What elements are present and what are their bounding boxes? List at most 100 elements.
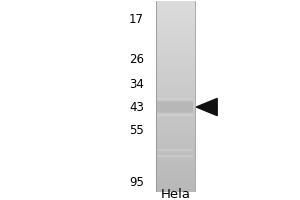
Bar (156, 132, 195, 133)
Bar (156, 52, 195, 53)
Bar (158, 150, 193, 157)
Bar (156, 157, 195, 158)
Bar (156, 86, 195, 87)
Bar (156, 151, 195, 152)
Bar (156, 147, 195, 148)
Bar (156, 3, 195, 4)
Bar (156, 19, 195, 20)
Bar (156, 119, 195, 120)
Bar (156, 60, 195, 61)
Bar (156, 133, 195, 134)
Bar (156, 98, 195, 99)
Bar (156, 73, 195, 74)
Bar (156, 25, 195, 26)
Bar (156, 176, 195, 177)
Bar (158, 152, 193, 155)
Bar (156, 150, 195, 151)
Bar (156, 159, 195, 160)
Bar (156, 105, 195, 106)
Bar (156, 28, 195, 29)
Bar (156, 5, 195, 6)
Bar (156, 125, 195, 126)
Bar (156, 153, 195, 154)
Bar (156, 182, 195, 183)
Bar (156, 80, 195, 81)
Bar (156, 104, 195, 105)
Bar (156, 95, 195, 96)
Bar (156, 116, 195, 117)
Bar (156, 79, 195, 80)
Bar (156, 175, 195, 176)
Bar (158, 102, 193, 112)
Bar (156, 53, 195, 54)
Bar (156, 70, 195, 71)
Bar (156, 178, 195, 179)
Bar (156, 143, 195, 144)
Bar (156, 1, 195, 2)
Bar (156, 174, 195, 175)
Bar (156, 103, 195, 104)
Bar (156, 66, 195, 67)
Bar (156, 118, 195, 119)
Bar (156, 124, 195, 125)
Bar (158, 98, 193, 116)
Bar (156, 139, 195, 140)
Bar (156, 78, 195, 79)
Bar (156, 4, 195, 5)
Text: 17: 17 (129, 13, 144, 26)
Bar (156, 75, 195, 76)
Bar (156, 144, 195, 145)
Bar (156, 44, 195, 45)
Bar (156, 26, 195, 27)
Bar (156, 58, 195, 59)
Bar (158, 101, 193, 113)
Bar (158, 149, 193, 157)
Bar (158, 100, 193, 114)
Bar (156, 110, 195, 111)
Bar (156, 59, 195, 60)
Bar (158, 104, 193, 110)
Bar (156, 35, 195, 36)
Bar (156, 87, 195, 88)
Bar (156, 101, 195, 102)
Bar (156, 69, 195, 70)
Text: 34: 34 (129, 78, 144, 91)
Text: 55: 55 (129, 124, 144, 137)
Bar (156, 84, 195, 85)
Bar (156, 111, 195, 112)
Bar (156, 49, 195, 50)
Bar (156, 45, 195, 46)
Bar (158, 98, 193, 116)
Bar (156, 109, 195, 110)
Bar (156, 136, 195, 137)
Bar (156, 92, 195, 93)
Bar (156, 127, 195, 128)
Bar (156, 51, 195, 52)
Bar (156, 24, 195, 25)
Bar (156, 168, 195, 169)
Bar (156, 50, 195, 51)
Bar (156, 48, 195, 49)
Bar (156, 41, 195, 42)
Bar (156, 179, 195, 180)
Bar (156, 33, 195, 34)
Bar (156, 29, 195, 30)
Bar (156, 112, 195, 113)
Bar (158, 149, 193, 158)
Bar (156, 121, 195, 122)
Bar (156, 185, 195, 186)
Bar (156, 15, 195, 16)
Bar (156, 126, 195, 127)
Bar (156, 13, 195, 14)
Bar (156, 137, 195, 138)
Bar (156, 120, 195, 121)
Bar (156, 170, 195, 171)
Bar (156, 115, 195, 116)
Bar (156, 117, 195, 118)
Text: Hela: Hela (160, 188, 190, 200)
Bar (156, 108, 195, 109)
Bar (156, 76, 195, 77)
Bar (158, 151, 193, 155)
Bar (156, 23, 195, 24)
Bar (156, 154, 195, 155)
